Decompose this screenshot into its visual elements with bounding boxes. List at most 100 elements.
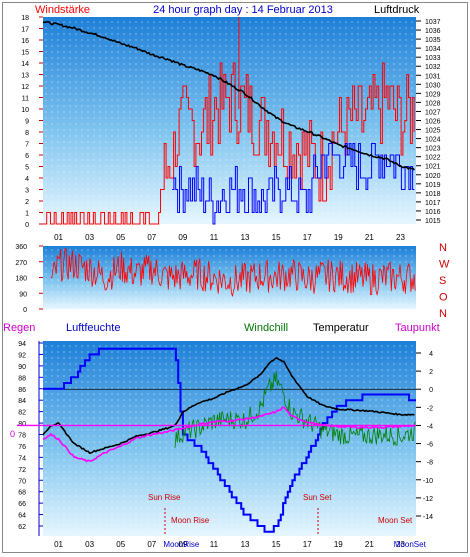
panel1-left-tick: 9 (25, 119, 29, 126)
panel1-left-tick: 12 (21, 84, 29, 91)
dewpoint-series (42, 406, 415, 463)
label-taupunkt: Taupunkt (395, 322, 440, 334)
panel1-right-axis: 1037 1036 1035 1034 1033 1032 1031 1030 1029 1028… (416, 19, 441, 225)
panel1-left-tick: 4 (25, 176, 29, 183)
panel3-left-tick: 68 (18, 490, 26, 497)
panel1-left-tick: 16 (21, 38, 29, 45)
panel2-compass-label: N (439, 242, 447, 254)
panel3-right-tick: -4 (427, 423, 433, 430)
panel3-right-tick: 2 (429, 369, 433, 376)
panel1-right-tick: 1016 (425, 209, 441, 216)
panel1-left-tick: 13 (21, 73, 29, 80)
panel3-left-tick: 66 (18, 501, 26, 508)
panel1-left-tick: 10 (21, 107, 29, 114)
panel3-right-tick: -10 (423, 478, 433, 485)
panel3-left-tick: 62 (18, 524, 26, 531)
panel3-left-tick: 84 (18, 398, 26, 405)
panel1-right-tick: 1021 (425, 164, 441, 171)
panel1-x-tick: 11 (210, 233, 219, 242)
panel1-right-tick: 1028 (425, 100, 441, 107)
panel2-left-tick: 0 (23, 307, 27, 314)
panel3-right-tick: 4 (429, 351, 433, 358)
panel1-left-tick: 0 (25, 222, 29, 229)
panel3-left-axis: 94 92 90 88 86 84 82 80 78 76 74 72 70 68 66 64 62 (18, 341, 43, 531)
panel1-left-tick: 15 (21, 50, 29, 57)
panel3-right-tick: -14 (423, 514, 433, 521)
panel2-left-tick: 180 (15, 276, 27, 283)
panel1-right-tick: 1035 (425, 37, 441, 44)
panel3-x-tick: 05 (116, 540, 125, 549)
panel1-x-tick: 01 (54, 233, 63, 242)
panel3-x-tick: 11 (210, 540, 219, 549)
panel1-right-tick: 1025 (425, 128, 441, 135)
panel1-right-tick: 1036 (425, 28, 441, 35)
wind-series (43, 62, 415, 225)
panel3-right-tick: 0 (429, 387, 433, 394)
panel3-left-tick: 76 (18, 444, 26, 451)
moon-rise-label: Moon Rise (171, 516, 210, 525)
panel3-right-tick: -8 (427, 460, 433, 467)
panel2-left-tick: 360 (15, 244, 27, 251)
panel1-right-tick: 1037 (425, 19, 441, 26)
gust-series (172, 143, 415, 225)
panel3-right-axis: 4 2 0 -2 -4 -6 -8 -10 -12 -14 (416, 351, 433, 521)
panel1-left-tick: 3 (25, 188, 29, 195)
sun-rise-label: Sun Rise (148, 493, 181, 502)
panel1-left-tick: 6 (25, 153, 29, 160)
panel3-x-tick: 03 (85, 540, 94, 549)
panel1-right-tick: 1031 (425, 73, 441, 80)
panel1-left-tick: 14 (21, 61, 29, 68)
panel3-right-tick: -2 (427, 405, 433, 412)
panel3-left-tick: 74 (18, 455, 26, 462)
panel1-right-tick: 1034 (425, 46, 441, 53)
panel1-right-tick: 1024 (425, 137, 441, 144)
panel3-x-tick: 17 (303, 540, 312, 549)
panel3-x-tick: 21 (365, 540, 374, 549)
panel1-right-tick: 1023 (425, 146, 441, 153)
panel3-right-tick: -12 (423, 496, 433, 503)
humidity-series (43, 347, 416, 533)
panel3-x-tick: 07 (147, 540, 156, 549)
panel1-right-tick: 1030 (425, 82, 441, 89)
panel1-x-tick: 03 (85, 233, 94, 242)
panel3-left-tick: 90 (18, 364, 26, 371)
panel3-left-tick: 78 (18, 433, 26, 440)
panel3-left-tick: 86 (18, 387, 26, 394)
panel1-left-tick: 2 (25, 199, 29, 206)
panel1-x-tick: 23 (396, 233, 405, 242)
bottom-moon-set-label: MoonSet (394, 540, 427, 549)
label-regen: Regen (3, 322, 35, 334)
panel2-compass-label: O (439, 292, 448, 304)
panel2-left-axis: 360 270 180 90 0 (15, 244, 43, 314)
panel1-left-tick: 5 (25, 165, 29, 172)
panel3-x-tick: 13 (241, 540, 250, 549)
sun-set-label: Sun Set (303, 493, 332, 502)
panel1-left-tick: 18 (21, 15, 29, 22)
panel3-x-tick: 15 (272, 540, 281, 549)
panel1-right-tick: 1026 (425, 119, 441, 126)
panel1-left-tick: 1 (25, 211, 29, 218)
panel1-x-tick: 07 (147, 233, 156, 242)
panel2-compass-label: W (439, 259, 450, 271)
panel1-title-center: 24 hour graph day : 14 Februar 2013 (153, 4, 333, 16)
panel1-right-tick: 1020 (425, 173, 441, 180)
panel2-series (50, 248, 416, 297)
panel3-x-tick: 01 (54, 540, 63, 549)
panel3-right-tick: -6 (427, 442, 433, 449)
label-luftfeuchte: Luftfeuchte (66, 322, 120, 334)
panel1-x-tick: 21 (365, 233, 374, 242)
panel1-x-tick: 13 (241, 233, 250, 242)
panel1-x-tick: 15 (272, 233, 281, 242)
panel1-x-axis: 01 03 05 07 09 11 13 15 17 19 21 23 (54, 233, 405, 242)
wind-direction-series (50, 248, 416, 297)
label-temperatur: Temperatur (313, 322, 369, 334)
panel3-x-tick: 19 (334, 540, 343, 549)
panel3-series (17, 347, 416, 533)
panel3-left-tick: 70 (18, 478, 26, 485)
panel1-right-tick: 1015 (425, 218, 441, 225)
panel1-series (43, 17, 415, 225)
panel2-left-tick: 90 (19, 291, 27, 298)
panel3-left-tick: 72 (18, 467, 26, 474)
panel2-left-tick: 270 (15, 260, 27, 267)
